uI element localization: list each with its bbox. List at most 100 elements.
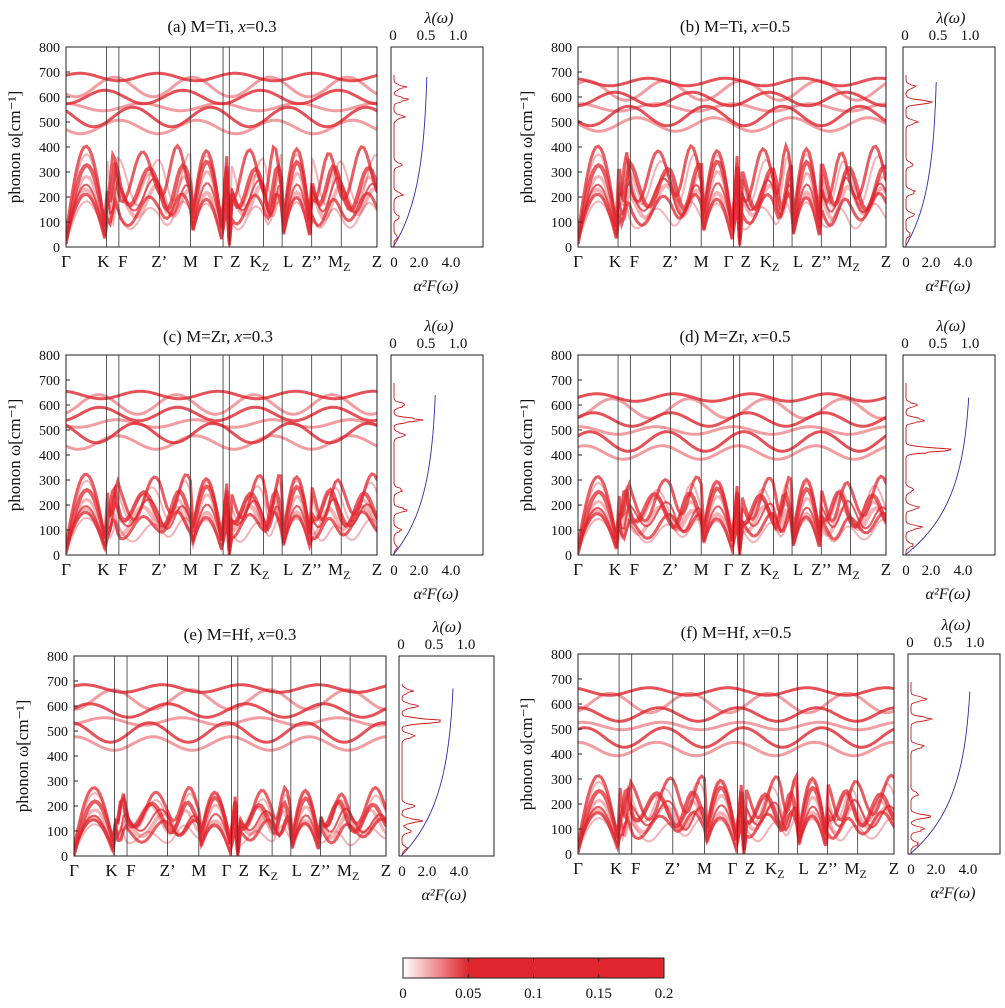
lambda-tick-label: 0.5 xyxy=(417,28,436,44)
y-axis-label: phonon ω[cm⁻¹] xyxy=(5,91,24,204)
phonon-branch-optical xyxy=(578,444,886,461)
kpath-label: Γ xyxy=(573,859,583,878)
kpath-label: Z xyxy=(239,861,249,880)
phonon-branch-optical xyxy=(74,735,386,752)
kpath-label: Z’ xyxy=(151,252,167,271)
phonon-branch-optical xyxy=(66,118,377,136)
y-tick-label: 300 xyxy=(39,474,60,489)
kpath-label: L xyxy=(283,560,293,579)
a2f-panel: 0 0.5 1.0λ(ω) 0 2.0 4.0 α²F(ω) xyxy=(397,619,495,904)
y-tick-label: 0 xyxy=(53,241,60,256)
kpath-label: M xyxy=(694,560,709,579)
kpath-label: M xyxy=(183,560,198,579)
phonon-branch-optical xyxy=(66,434,377,451)
kpath-label: M xyxy=(697,859,712,878)
phonon-branch-acoustic xyxy=(74,817,386,856)
lambda-tick-label: 0 xyxy=(389,336,397,352)
y-tick-label: 300 xyxy=(47,775,68,790)
y-tick-label: 800 xyxy=(39,41,60,56)
a2f-axis-label: α²F(ω) xyxy=(926,278,971,295)
lambda-tick-label: 1.0 xyxy=(457,637,476,653)
kpath-label: Z xyxy=(381,861,391,880)
lambda-curve xyxy=(904,397,970,556)
a2f-tick-label: 4.0 xyxy=(959,862,978,878)
y-tick-label: 600 xyxy=(551,399,572,414)
lambda-tick-label: 0 xyxy=(901,28,909,44)
a2f-tick-label: 0 xyxy=(398,864,406,880)
y-tick-label: 200 xyxy=(39,191,60,206)
kpath-label: K xyxy=(610,859,623,878)
kpath-label: K xyxy=(97,560,110,579)
colorbar: 00.050.10.150.2λqν xyxy=(399,957,673,1002)
phonon-branch-acoustic xyxy=(74,784,386,854)
a2f-frame xyxy=(390,354,484,556)
a2f-tick-label: 2.0 xyxy=(927,862,946,878)
lambda-tick-label: 0 xyxy=(906,635,914,651)
a2f-tick-label: 2.0 xyxy=(418,864,437,880)
lambda-axis-label: λ(ω) xyxy=(941,617,971,634)
y-tick-label: 800 xyxy=(551,349,572,364)
phonon-branch-optical xyxy=(66,389,377,401)
phonon-branch-optical xyxy=(74,716,386,727)
a2f-tick-label: 0 xyxy=(907,862,915,878)
kpath-label: L xyxy=(292,861,302,880)
kpath-label: Γ xyxy=(573,560,583,579)
phonon-branch-optical xyxy=(66,105,377,129)
phonon-branch-acoustic xyxy=(578,140,886,241)
kpath-label: Z’’ xyxy=(301,560,321,579)
y-tick-label: 500 xyxy=(551,116,572,131)
kpath-label: Z xyxy=(889,859,899,878)
kpath-label: Z’ xyxy=(665,859,681,878)
a2f-frame xyxy=(902,46,996,248)
lambda-tick-label: 0 xyxy=(901,336,909,352)
lambda-curve xyxy=(904,82,937,248)
kpath-label: Γ xyxy=(222,861,232,880)
phonon-branch-optical xyxy=(578,411,886,428)
phonon-branch-acoustic xyxy=(578,183,886,242)
a2f-axis-label: α²F(ω) xyxy=(414,278,459,295)
y-tick-label: 200 xyxy=(551,191,572,206)
a2f-axis-label: α²F(ω) xyxy=(422,887,467,904)
y-tick-label: 100 xyxy=(551,524,572,539)
kpath-label: MZ xyxy=(337,861,359,883)
kpath-label: Z xyxy=(372,560,382,579)
phonon-branch-optical xyxy=(578,102,886,113)
y-tick-label: 700 xyxy=(551,374,572,389)
y-tick-label: 800 xyxy=(39,349,60,364)
kpath-label: L xyxy=(283,252,293,271)
phonon-branch-optical xyxy=(66,75,377,99)
a2f-panel: 0 0.5 1.0λ(ω) 0 2.0 4.0 α²F(ω) xyxy=(389,318,484,603)
lambda-axis-label: λ(ω) xyxy=(424,318,454,335)
lambda-tick-label: 1.0 xyxy=(449,28,468,44)
y-tick-label: 300 xyxy=(551,773,572,788)
y-tick-label: 300 xyxy=(551,474,572,489)
lambda-tick-label: 0.5 xyxy=(417,336,436,352)
kpath-label: F xyxy=(118,252,127,271)
phonon-branch-optical xyxy=(74,688,386,711)
kpath-label: Z’’ xyxy=(310,861,330,880)
band-group xyxy=(578,686,894,854)
phonon-branch-acoustic xyxy=(66,143,377,241)
y-tick-label: 600 xyxy=(551,698,572,713)
y-tick-label: 0 xyxy=(565,549,572,564)
y-tick-label: 700 xyxy=(551,673,572,688)
phonon-branch-acoustic xyxy=(578,770,894,851)
y-axis-label: phonon ω[cm⁻¹] xyxy=(5,399,24,512)
y-tick-label: 100 xyxy=(551,216,572,231)
lambda-tick-label: 0.5 xyxy=(934,635,953,651)
a2f-tick-label: 4.0 xyxy=(450,864,469,880)
y-tick-label: 100 xyxy=(39,216,60,231)
y-tick-label: 500 xyxy=(551,424,572,439)
phonon-branch-optical xyxy=(578,76,886,88)
phonon-branch-acoustic xyxy=(66,191,377,246)
panel-title: (d) M=Zr, x=0.5 xyxy=(679,327,790,346)
phonon-branch-optical xyxy=(66,421,377,445)
y-tick-label: 800 xyxy=(551,41,572,56)
phonon-branch-acoustic xyxy=(578,190,886,246)
y-tick-label: 400 xyxy=(39,449,60,464)
lambda-tick-label: 1.0 xyxy=(961,28,980,44)
kpath-label: Γ xyxy=(213,252,223,271)
a2f-tick-label: 2.0 xyxy=(410,563,429,579)
y-tick-label: 600 xyxy=(47,700,68,715)
